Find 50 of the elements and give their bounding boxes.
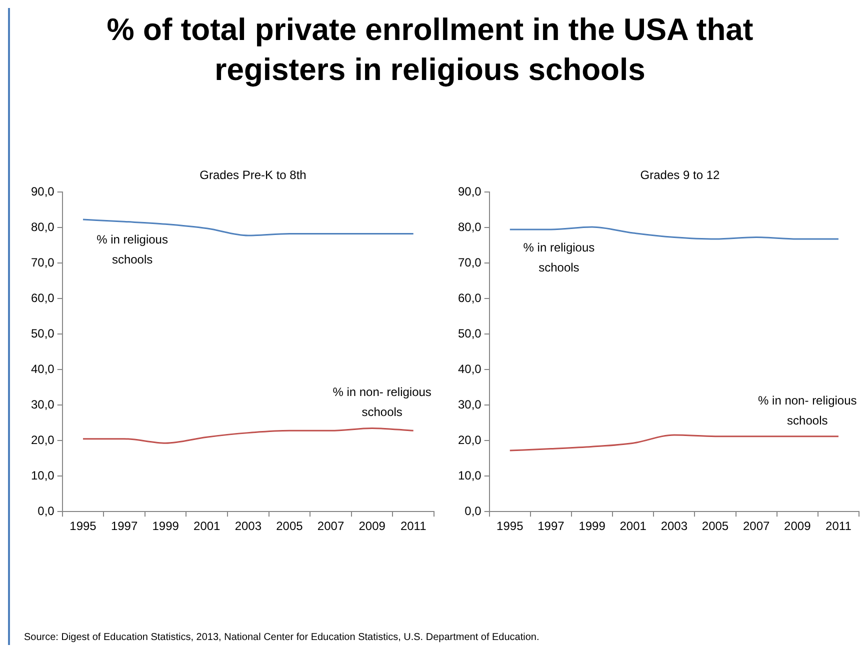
x-tick-label: 1995 [70, 519, 97, 534]
y-tick-label: 10,0 [30, 468, 55, 482]
x-tick-label: 2001 [194, 519, 221, 534]
source-note: Source: Digest of Education Statistics, 2013, National Center for Education Statistics, U.S. Department of Education. [24, 632, 540, 643]
x-tick-label: 2003 [660, 519, 688, 534]
y-tick-label: 30,0 [30, 397, 55, 412]
chart-subtitle: Grades 9 to 12 [639, 168, 721, 182]
series-label: % in religious schools [523, 240, 595, 274]
line-series [509, 434, 840, 452]
series-label: % in religious schools [96, 232, 168, 267]
y-tick-label: 70,0 [458, 255, 482, 270]
y-tick-label: 0,0 [464, 504, 482, 518]
x-tick-label: 2007 [742, 519, 770, 534]
series-label: % in non- religious schools [758, 393, 857, 428]
y-tick-label: 40,0 [458, 362, 482, 376]
chart-title: % of total private enrollment in the USA that registers in religious schools [106, 11, 754, 89]
y-tick-label: 80,0 [30, 220, 55, 234]
x-tick-label: 2007 [317, 519, 344, 534]
line-series [82, 427, 414, 444]
chart-subtitle: Grades Pre-K to 8th [198, 168, 308, 182]
series-label: % in non- religious schools [332, 385, 432, 420]
x-tick-label: 1995 [496, 519, 524, 534]
x-tick-label: 2005 [276, 519, 304, 534]
y-tick-label: 80,0 [458, 220, 482, 234]
y-tick-label: 60,0 [30, 290, 55, 305]
x-tick-label: 2001 [620, 519, 647, 534]
y-tick-label: 90,0 [458, 184, 482, 199]
x-tick-label: 1997 [538, 519, 565, 534]
y-tick-label: 40,0 [30, 362, 55, 376]
y-tick-label: 70,0 [30, 255, 55, 270]
x-tick-label: 2009 [784, 519, 812, 534]
y-tick-label: 10,0 [458, 468, 482, 482]
y-tick-label: 60,0 [458, 290, 482, 305]
x-tick-label: 2009 [358, 519, 386, 534]
y-tick-label: 0,0 [38, 504, 55, 518]
x-tick-label: 2011 [400, 519, 427, 534]
line-series [82, 218, 414, 236]
y-tick-label: 20,0 [458, 432, 482, 447]
y-tick-label: 90,0 [30, 184, 55, 199]
x-tick-label: 1999 [578, 519, 606, 534]
y-tick-label: 50,0 [30, 326, 55, 340]
x-tick-label: 2011 [826, 519, 852, 534]
x-tick-label: 1999 [152, 519, 180, 534]
x-tick-label: 2003 [234, 519, 262, 534]
x-tick-label: 1997 [110, 519, 138, 534]
y-tick-label: 50,0 [458, 326, 482, 340]
x-tick-label: 2005 [702, 519, 729, 534]
y-tick-label: 20,0 [30, 432, 55, 447]
line-series [509, 226, 840, 240]
y-tick-label: 30,0 [458, 397, 482, 412]
